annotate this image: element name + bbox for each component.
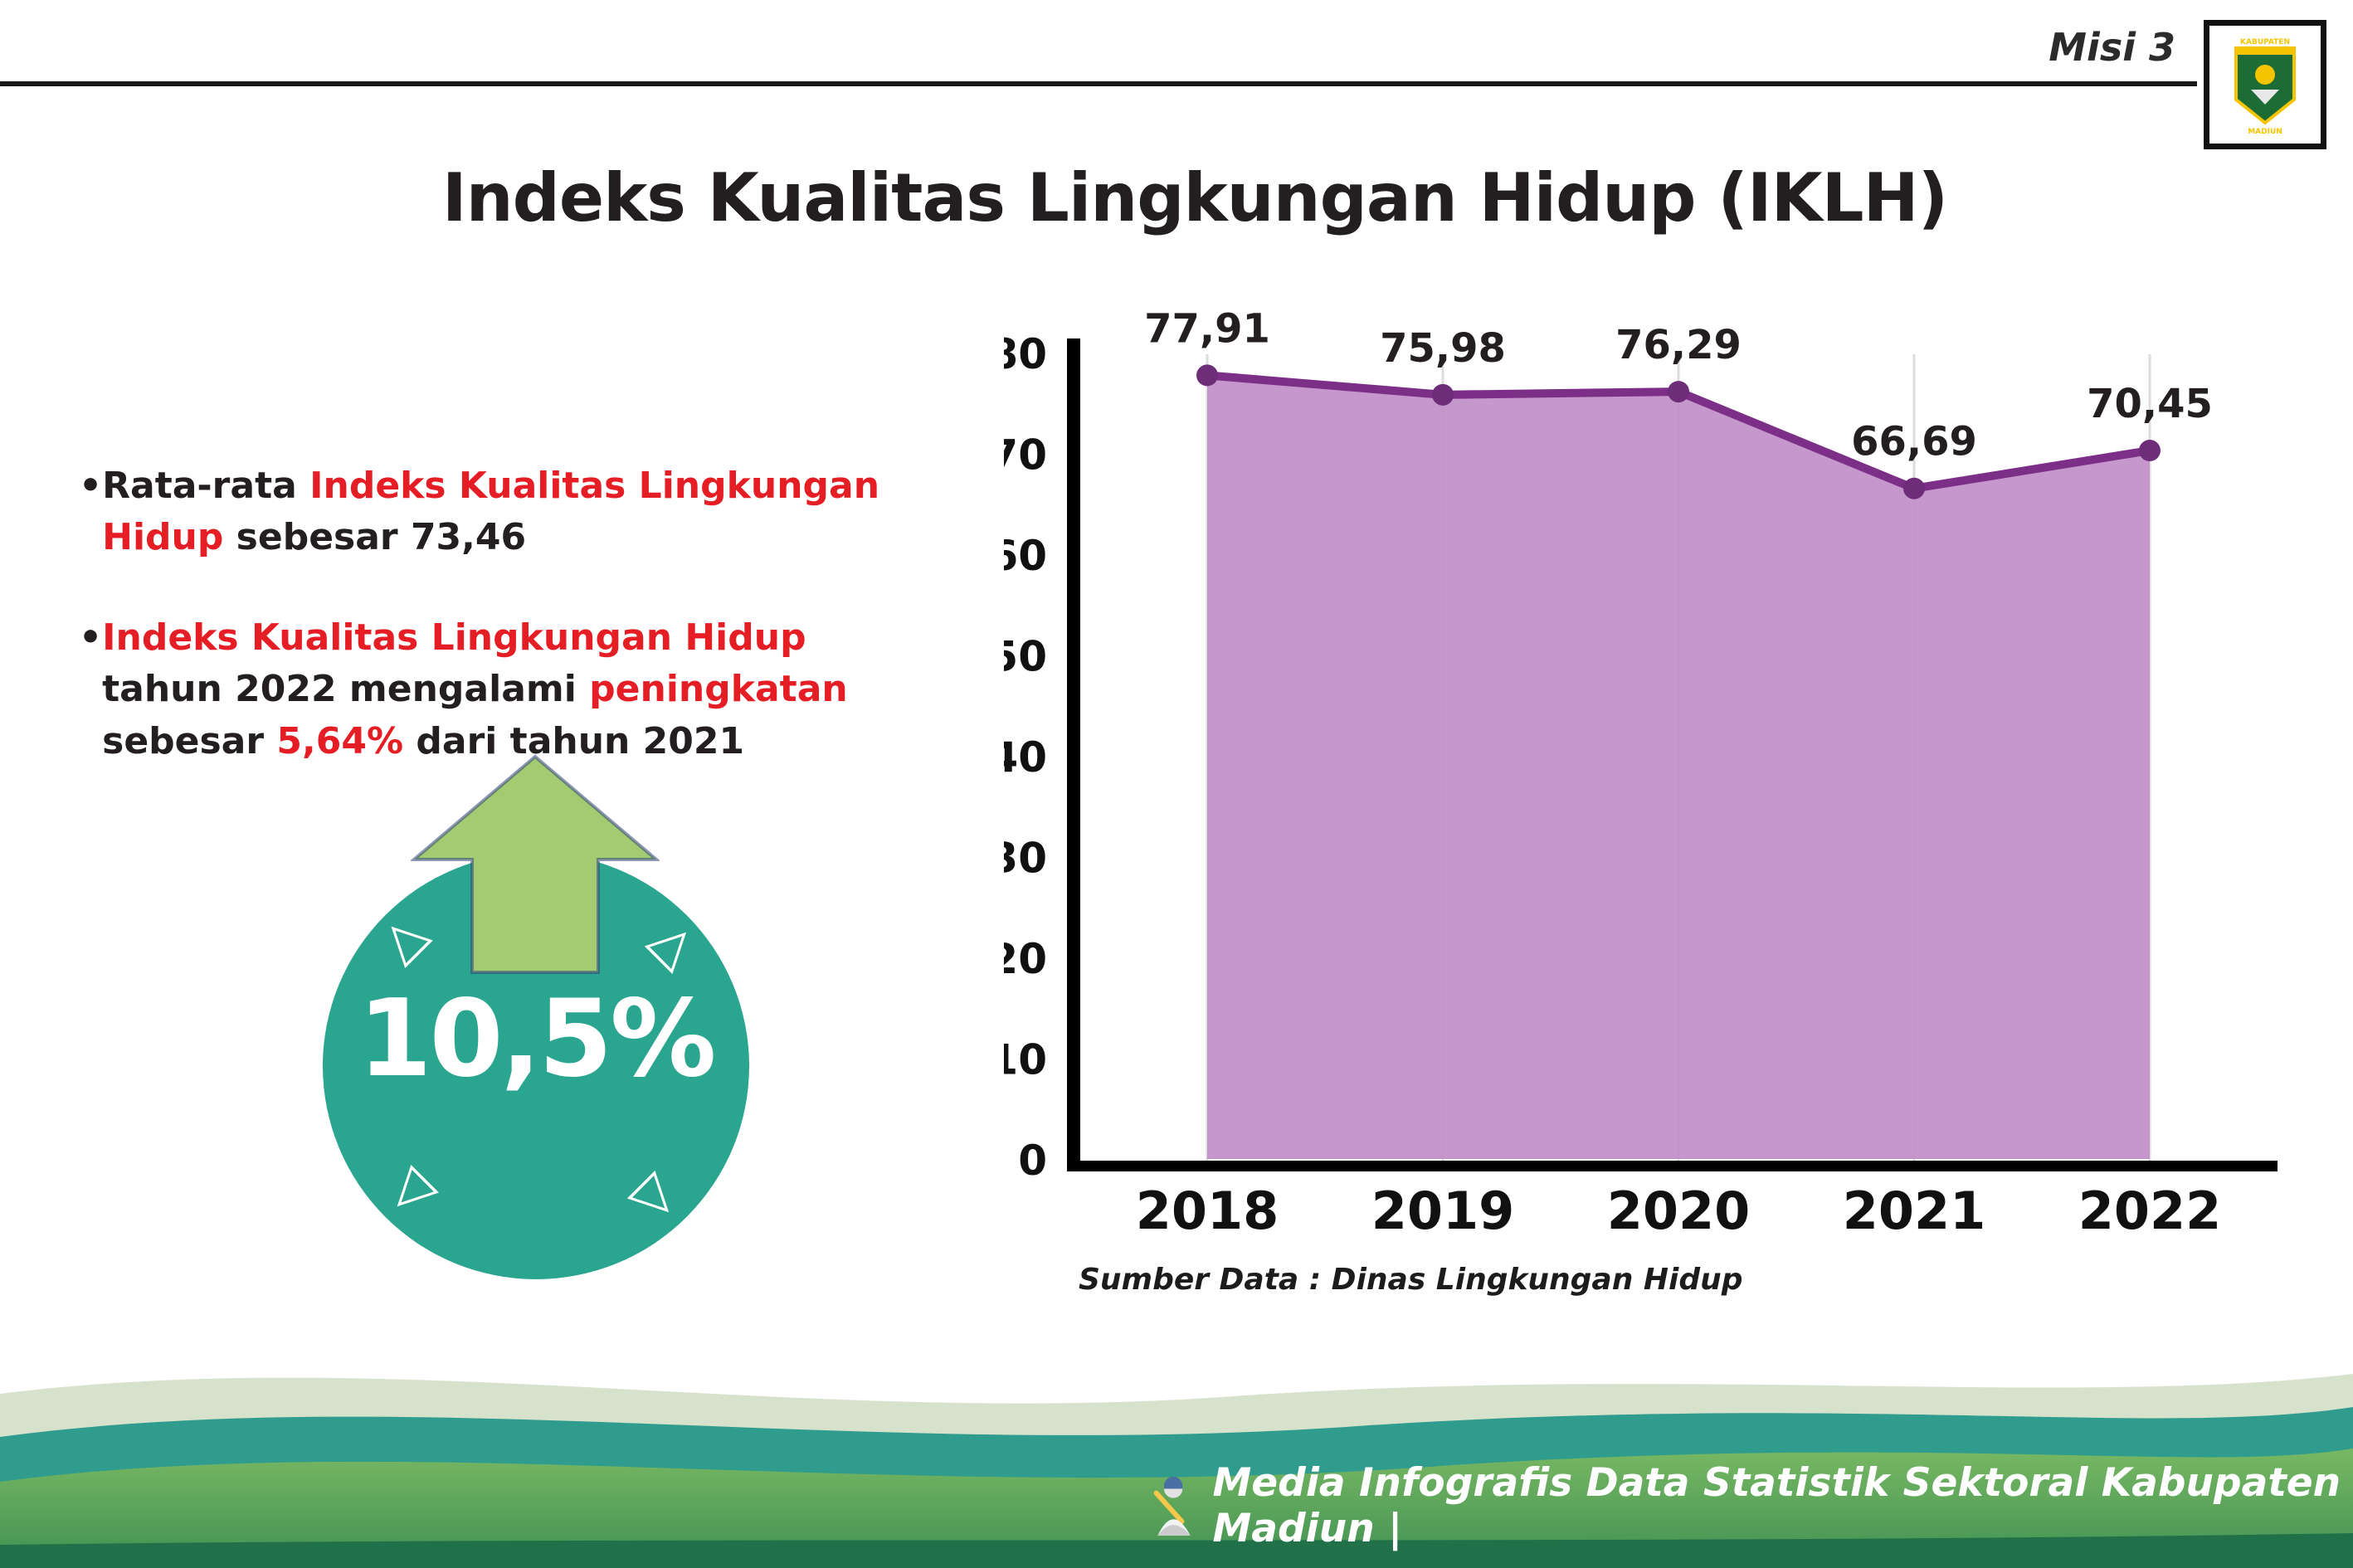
bullet-marker: • bbox=[79, 616, 103, 659]
value-label: 66,69 bbox=[1851, 419, 1977, 465]
y-tick-label: 80 bbox=[1004, 330, 1047, 378]
y-tick-label: 70 bbox=[1004, 431, 1047, 480]
bullet-segment-highlight: peningkatan bbox=[589, 668, 848, 711]
bullet-segment: dari tahun 2021 bbox=[403, 719, 745, 762]
writer-icon bbox=[1153, 1476, 1191, 1536]
x-tick-label: 2018 bbox=[1136, 1181, 1279, 1241]
logo-bottom-text: MADIUN bbox=[2248, 128, 2282, 134]
bullet-segment: sebesar bbox=[102, 719, 277, 762]
x-tick-label: 2021 bbox=[1843, 1181, 1986, 1241]
y-tick-label: 20 bbox=[1004, 935, 1047, 983]
growth-percentage-value: 10,5% bbox=[358, 977, 716, 1101]
area-fill bbox=[1207, 375, 2150, 1159]
bullet-segment-highlight: 5,64% bbox=[276, 719, 404, 762]
value-label: 70,45 bbox=[2087, 381, 2213, 427]
bullet-average-iklh: • Rata-rata Indeks Kualitas Lingkungan H… bbox=[79, 460, 909, 564]
bullet-text: Rata-rata Indeks Kualitas Lingkungan Hid… bbox=[102, 460, 909, 564]
y-tick-label: 50 bbox=[1004, 633, 1047, 681]
tick-triangle-icon: ▷ bbox=[378, 1160, 450, 1232]
data-point bbox=[1432, 383, 1454, 406]
bullet-segment: Rata-rata bbox=[102, 465, 310, 507]
logo-top-text: KABUPATEN bbox=[2240, 38, 2290, 46]
bullet-segment: tahun 2022 mengalami bbox=[102, 668, 590, 711]
bullet-marker: • bbox=[79, 465, 103, 507]
value-label: 75,98 bbox=[1380, 325, 1506, 372]
page-title: Indeks Kualitas Lingkungan Hidup (IKLH) bbox=[441, 158, 1948, 236]
value-label: 76,29 bbox=[1615, 322, 1742, 368]
iklh-area-chart: 77,91 75,98 76,29 66,69 70,45 0 10 20 30 40 50 60 70… bbox=[989, 295, 2298, 1349]
bullet-segment: sebesar 73,46 bbox=[223, 516, 527, 559]
misi-label: Misi 3 bbox=[2049, 25, 2175, 70]
data-point bbox=[1196, 364, 1218, 387]
value-label: 77,91 bbox=[1144, 305, 1270, 352]
y-tick-label: 30 bbox=[1004, 835, 1047, 883]
footer-wave-decoration bbox=[0, 1374, 2353, 1568]
bullet-segment-highlight: Indeks Kualitas Lingkungan Hidup bbox=[102, 616, 806, 659]
growth-up-arrow-icon bbox=[411, 754, 660, 974]
y-axis bbox=[1067, 338, 1080, 1171]
y-tick-label: 0 bbox=[1018, 1137, 1047, 1185]
x-axis bbox=[1067, 1161, 2277, 1171]
data-point bbox=[1903, 477, 1925, 499]
y-tick-label: 40 bbox=[1004, 733, 1047, 782]
y-tick-label: 60 bbox=[1004, 532, 1047, 580]
tick-triangle-icon: ▷ bbox=[622, 1159, 694, 1231]
data-point bbox=[1668, 381, 1689, 403]
y-tick-label: 10 bbox=[1004, 1036, 1047, 1084]
footer-credit-text: Media Infografis Data Statistik Sektoral… bbox=[1212, 1460, 2341, 1551]
bullet-iklh-increase: • Indeks Kualitas Lingkungan Hidup tahun… bbox=[79, 612, 909, 767]
bullet-text: Indeks Kualitas Lingkungan Hidup tahun 2… bbox=[102, 612, 909, 767]
iklh-chart-canvas: 77,91 75,98 76,29 66,69 70,45 0 10 20 30 40 50 60 70… bbox=[989, 305, 2277, 1241]
footer-credit: Media Infografis Data Statistik Sektoral… bbox=[1149, 1460, 2353, 1551]
summary-bullets: • Rata-rata Indeks Kualitas Lingkungan H… bbox=[79, 460, 909, 816]
data-source-label: Sumber Data : Dinas Lingkungan Hidup bbox=[1079, 1263, 1743, 1297]
x-tick-label: 2020 bbox=[1607, 1181, 1751, 1241]
bullet-segment-highlight: Indeks Kualitas Lingkungan Hidup bbox=[102, 465, 880, 559]
x-tick-label: 2019 bbox=[1371, 1181, 1515, 1241]
data-point bbox=[2139, 440, 2161, 462]
kabupaten-madiun-logo: KABUPATEN MADIUN bbox=[2204, 20, 2326, 149]
header-divider bbox=[0, 81, 2197, 86]
x-tick-label: 2022 bbox=[2078, 1181, 2222, 1241]
crest-icon: KABUPATEN MADIUN bbox=[2234, 38, 2296, 134]
